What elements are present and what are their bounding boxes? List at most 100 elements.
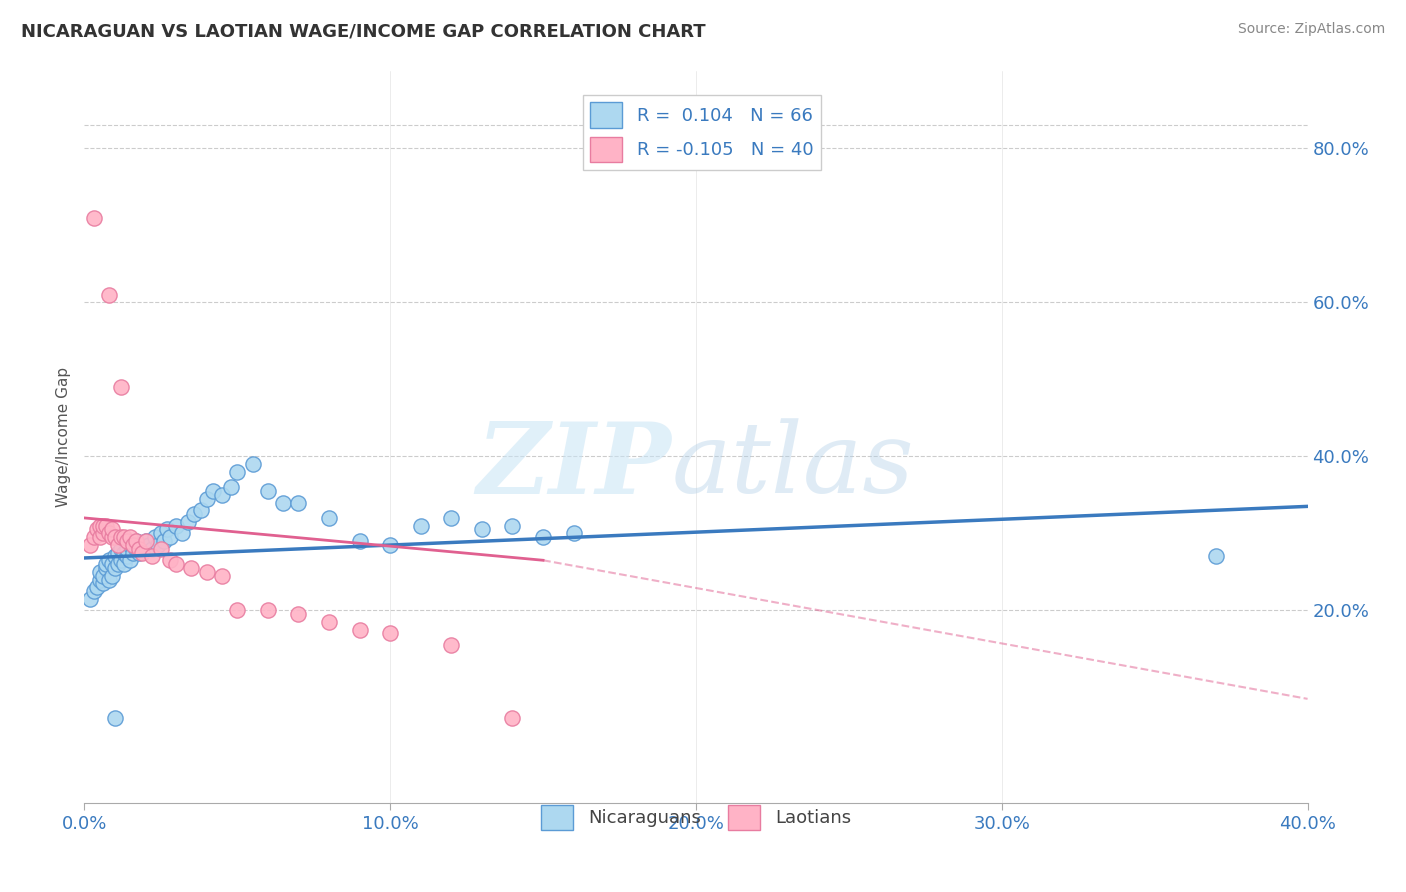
Point <box>104 711 127 725</box>
Point <box>122 538 145 552</box>
Point <box>195 491 218 506</box>
Point <box>83 211 105 225</box>
Point <box>156 523 179 537</box>
Point <box>120 538 142 552</box>
Point <box>83 530 105 544</box>
Point <box>287 495 309 509</box>
Point <box>110 380 132 394</box>
Point <box>125 534 148 549</box>
Point <box>349 623 371 637</box>
Point <box>440 638 463 652</box>
Point <box>271 495 294 509</box>
Point <box>149 526 172 541</box>
Point <box>211 568 233 582</box>
Text: atlas: atlas <box>672 418 914 514</box>
Point <box>101 557 124 571</box>
Point <box>257 483 280 498</box>
Point <box>135 534 157 549</box>
Point <box>165 518 187 533</box>
Point <box>180 561 202 575</box>
Point <box>138 538 160 552</box>
Point <box>91 518 114 533</box>
Point <box>89 565 111 579</box>
Point <box>159 530 181 544</box>
Point <box>112 545 135 559</box>
Point <box>107 538 129 552</box>
Y-axis label: Wage/Income Gap: Wage/Income Gap <box>56 367 72 508</box>
Point <box>190 503 212 517</box>
Point <box>89 518 111 533</box>
Point <box>172 526 194 541</box>
Point <box>125 534 148 549</box>
Text: NICARAGUAN VS LAOTIAN WAGE/INCOME GAP CORRELATION CHART: NICARAGUAN VS LAOTIAN WAGE/INCOME GAP CO… <box>21 22 706 40</box>
Point <box>242 457 264 471</box>
Point <box>226 603 249 617</box>
Point <box>120 553 142 567</box>
Point <box>440 511 463 525</box>
Point <box>101 523 124 537</box>
Point <box>94 518 117 533</box>
Point <box>502 711 524 725</box>
Point <box>107 557 129 571</box>
Point <box>135 534 157 549</box>
Point <box>349 534 371 549</box>
Point <box>502 518 524 533</box>
Point <box>104 561 127 575</box>
Point <box>107 545 129 559</box>
Point <box>115 534 138 549</box>
Point <box>380 626 402 640</box>
Point <box>287 607 309 622</box>
Point <box>91 568 114 582</box>
Point <box>1205 549 1227 564</box>
Point <box>201 483 224 498</box>
Point <box>120 530 142 544</box>
Point <box>83 584 105 599</box>
Point <box>86 523 108 537</box>
Text: ZIP: ZIP <box>477 418 672 515</box>
Point <box>318 511 340 525</box>
Point <box>562 526 585 541</box>
Point <box>149 541 172 556</box>
Point <box>131 541 153 556</box>
Point <box>128 538 150 552</box>
Text: Source: ZipAtlas.com: Source: ZipAtlas.com <box>1237 22 1385 37</box>
Legend: Nicaraguans, Laotians: Nicaraguans, Laotians <box>534 797 858 838</box>
Point <box>110 553 132 567</box>
Point <box>115 541 138 556</box>
Point <box>122 538 145 552</box>
Point <box>79 591 101 606</box>
Point <box>89 530 111 544</box>
Point <box>153 534 176 549</box>
Point <box>110 530 132 544</box>
Point <box>122 545 145 559</box>
Point <box>97 287 120 301</box>
Point <box>380 538 402 552</box>
Point <box>141 549 163 564</box>
Point <box>471 523 494 537</box>
Point <box>183 507 205 521</box>
Point <box>86 580 108 594</box>
Point <box>115 549 138 564</box>
Point <box>219 480 242 494</box>
Point <box>409 518 432 533</box>
Point <box>211 488 233 502</box>
Point <box>226 465 249 479</box>
Point <box>195 565 218 579</box>
Point <box>101 568 124 582</box>
Point <box>146 538 169 552</box>
Point <box>79 538 101 552</box>
Point <box>97 526 120 541</box>
Point <box>110 541 132 556</box>
Point <box>112 530 135 544</box>
Point <box>257 603 280 617</box>
Point <box>131 545 153 559</box>
Point <box>159 553 181 567</box>
Point <box>143 530 166 544</box>
Point <box>104 530 127 544</box>
Point <box>89 573 111 587</box>
Point <box>128 545 150 559</box>
Point <box>177 515 200 529</box>
Point <box>97 553 120 567</box>
Point <box>104 549 127 564</box>
Point <box>112 557 135 571</box>
